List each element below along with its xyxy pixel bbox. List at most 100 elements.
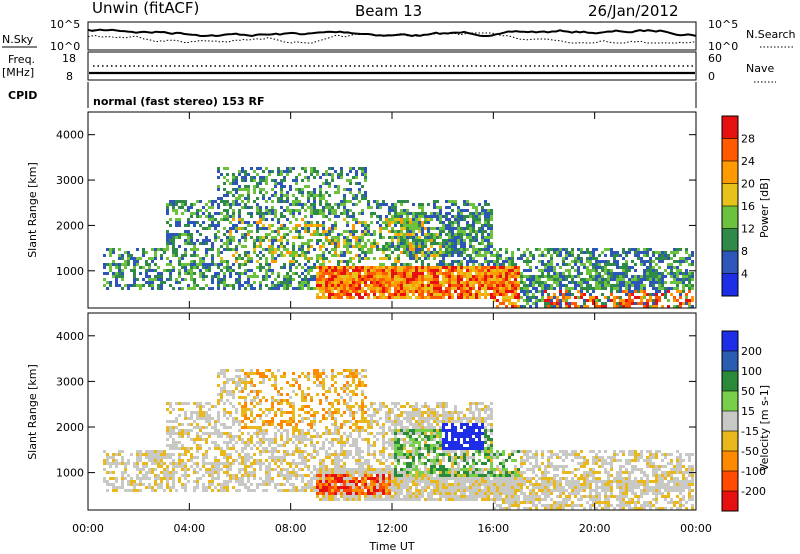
heatmap-cell <box>448 275 451 278</box>
heatmap-cell <box>565 248 568 251</box>
heatmap-cell <box>469 260 472 263</box>
heatmap-cell <box>649 269 652 272</box>
heatmap-cell <box>643 287 646 290</box>
heatmap-cell <box>433 272 436 275</box>
heatmap-cell <box>301 480 304 483</box>
heatmap-cell <box>463 239 466 242</box>
heatmap-cell <box>178 477 181 480</box>
heatmap-cell <box>334 272 337 275</box>
heatmap-cell <box>292 459 295 462</box>
heatmap-cell <box>256 429 259 432</box>
heatmap-cell <box>283 411 286 414</box>
heatmap-cell <box>253 426 256 429</box>
heatmap-cell <box>322 266 325 269</box>
heatmap-cell <box>334 429 337 432</box>
heatmap-cell <box>271 372 274 375</box>
heatmap-cell <box>340 173 343 176</box>
heatmap-cell <box>256 209 259 212</box>
heatmap-cell <box>298 447 301 450</box>
heatmap-cell <box>301 194 304 197</box>
heatmap-cell <box>619 254 622 257</box>
heatmap-cell <box>244 245 247 248</box>
heatmap-cell <box>271 447 274 450</box>
heatmap-cell <box>481 272 484 275</box>
heatmap-cell <box>415 254 418 257</box>
heatmap-cell <box>280 266 283 269</box>
heatmap-cell <box>367 257 370 260</box>
heatmap-cell <box>337 465 340 468</box>
heatmap-cell <box>283 248 286 251</box>
heatmap-cell <box>298 275 301 278</box>
heatmap-cell <box>388 284 391 287</box>
heatmap-cell <box>424 296 427 299</box>
heatmap-cell <box>262 215 265 218</box>
heatmap-cell <box>415 260 418 263</box>
heatmap-cell <box>181 233 184 236</box>
heatmap-cell <box>655 293 658 296</box>
heatmap-cell <box>226 465 229 468</box>
heatmap-cell <box>319 188 322 191</box>
heatmap-cell <box>508 257 511 260</box>
heatmap-cell <box>304 399 307 402</box>
heatmap-cell <box>427 254 430 257</box>
heatmap-cell <box>304 278 307 281</box>
heatmap-cell <box>436 272 439 275</box>
heatmap-cell <box>181 465 184 468</box>
heatmap-cell <box>247 251 250 254</box>
heatmap-cell <box>394 290 397 293</box>
heatmap-cell <box>625 305 628 308</box>
heatmap-cell <box>184 414 187 417</box>
heatmap-cell <box>304 263 307 266</box>
heatmap-cell <box>625 263 628 266</box>
heatmap-cell <box>562 272 565 275</box>
heatmap-cell <box>508 302 511 305</box>
heatmap-cell <box>574 305 577 308</box>
heatmap-cell <box>223 248 226 251</box>
heatmap-cell <box>199 224 202 227</box>
heatmap-cell <box>364 179 367 182</box>
heatmap-cell <box>277 221 280 224</box>
heatmap-cell <box>421 251 424 254</box>
heatmap-cell <box>508 272 511 275</box>
heatmap-cell <box>388 269 391 272</box>
heatmap-cell <box>286 423 289 426</box>
heatmap-cell <box>202 426 205 429</box>
heatmap-cell <box>265 206 268 209</box>
heatmap-cell <box>655 269 658 272</box>
heatmap-cell <box>280 456 283 459</box>
heatmap-cell <box>325 426 328 429</box>
heatmap-cell <box>184 233 187 236</box>
heatmap-cell <box>376 287 379 290</box>
heatmap-cell <box>244 417 247 420</box>
heatmap-cell <box>478 221 481 224</box>
heatmap-cell <box>199 269 202 272</box>
heatmap-cell <box>172 426 175 429</box>
heatmap-cell <box>133 257 136 260</box>
heatmap-cell <box>295 197 298 200</box>
heatmap-cell <box>307 266 310 269</box>
heatmap-cell <box>184 239 187 242</box>
heatmap-cell <box>133 465 136 468</box>
heatmap-cell <box>262 179 265 182</box>
heatmap-cell <box>385 296 388 299</box>
heatmap-cell <box>409 281 412 284</box>
heatmap-cell <box>277 230 280 233</box>
heatmap-cell <box>139 480 142 483</box>
heatmap-cell <box>262 197 265 200</box>
heatmap-cell <box>256 236 259 239</box>
heatmap-cell <box>433 242 436 245</box>
heatmap-cell <box>169 453 172 456</box>
heatmap-cell <box>394 281 397 284</box>
heatmap-cell <box>610 284 613 287</box>
heatmap-cell <box>691 287 694 290</box>
heatmap-cell <box>364 227 367 230</box>
heatmap-cell <box>442 290 445 293</box>
heatmap-cell <box>355 170 358 173</box>
heatmap-cell <box>649 293 652 296</box>
heatmap-cell <box>208 480 211 483</box>
heatmap-cell <box>412 278 415 281</box>
heatmap-cell <box>679 293 682 296</box>
heatmap-cell <box>313 486 316 489</box>
heatmap-cell <box>376 275 379 278</box>
heatmap-cell <box>220 387 223 390</box>
